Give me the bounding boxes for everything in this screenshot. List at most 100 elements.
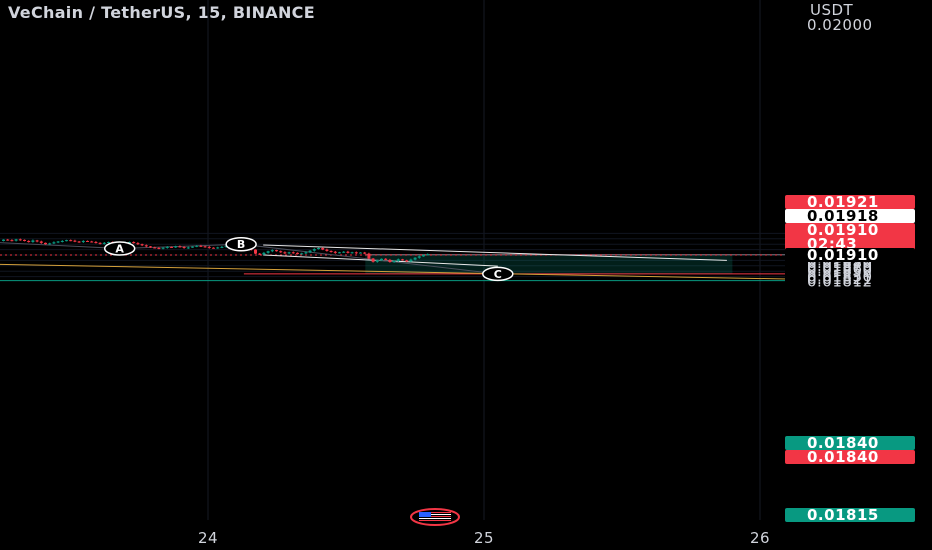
candle-body	[186, 247, 190, 249]
candle-body	[329, 250, 333, 252]
candle-body	[60, 240, 64, 242]
candle-body	[350, 252, 354, 254]
wave-labels[interactable]: A B C	[103, 236, 514, 282]
candle-body	[333, 251, 337, 253]
candle-body	[178, 246, 182, 248]
candle-body	[308, 250, 312, 253]
candle-body	[153, 247, 157, 249]
candle-body	[44, 242, 47, 245]
candle-body	[317, 247, 320, 250]
candle-body	[380, 258, 383, 261]
candle-body	[107, 242, 110, 244]
price-tag	[785, 450, 915, 464]
candles	[2, 238, 430, 263]
candle-body	[6, 239, 10, 241]
short-position-tool[interactable]	[365, 254, 785, 274]
candle-body	[384, 258, 388, 260]
candle-body	[149, 246, 152, 248]
price-tag-text: 0.01815	[807, 506, 879, 524]
candle-body	[300, 253, 304, 255]
price-tags: 0.019210.019180.0191002:430.019100.01840…	[785, 193, 915, 524]
candle-body	[77, 241, 81, 243]
wave-label-b	[225, 236, 257, 252]
candle-body	[401, 259, 404, 261]
candle-body	[86, 240, 89, 242]
candle-body	[426, 254, 430, 256]
candle-body	[262, 252, 266, 255]
time-tick: 24	[198, 529, 218, 547]
candle-body	[52, 242, 56, 244]
candle-body	[39, 241, 43, 243]
candle-body	[2, 239, 5, 241]
price-axis[interactable]: USDT0.020000.019900.019800.019700.019600…	[785, 0, 932, 550]
price-tag	[785, 223, 915, 251]
candle-body	[216, 247, 220, 249]
wave-label-a	[103, 241, 136, 256]
candle-body	[69, 240, 73, 242]
candle-body	[31, 240, 35, 243]
candle-body	[258, 253, 262, 255]
price-tag-text: 0.01921	[807, 193, 879, 211]
us-flag-icon[interactable]	[410, 508, 460, 526]
candle-body	[371, 258, 375, 262]
wave-label-text: A	[115, 243, 124, 256]
candle-body	[354, 252, 358, 254]
flag-canton	[419, 512, 431, 517]
candle-body	[270, 250, 274, 252]
price-tag	[785, 508, 915, 522]
candle-body	[359, 252, 362, 254]
candle-body	[195, 245, 199, 247]
wave-label-text: C	[494, 268, 502, 281]
candle-body	[207, 246, 211, 248]
candle-body	[417, 256, 421, 258]
candle-body	[170, 246, 173, 248]
candle-body	[283, 252, 287, 254]
candle-body	[48, 243, 52, 245]
candle-body	[140, 244, 144, 246]
candle-body	[56, 241, 60, 243]
time-axis[interactable]: 24 25 26	[0, 522, 932, 550]
axis-tick: 0.01812	[807, 272, 873, 290]
flag-stripe	[419, 518, 451, 519]
candle-body	[312, 249, 316, 251]
chart-title: VeChain / TetherUS, 15, BINANCE	[8, 3, 315, 22]
candle-body	[182, 246, 186, 248]
candle-body	[161, 247, 165, 249]
candle-body	[287, 252, 291, 254]
candle-body	[375, 260, 379, 262]
candle-body	[98, 242, 102, 244]
trendline	[0, 263, 788, 280]
candle-body	[325, 249, 329, 251]
time-tick: 25	[474, 529, 494, 547]
candle-body	[346, 251, 350, 253]
candle-body	[413, 257, 417, 260]
trendlines[interactable]	[0, 242, 788, 280]
candle-body	[254, 249, 257, 254]
candle-body	[136, 243, 140, 245]
price-tag	[785, 436, 915, 450]
candle-body	[363, 252, 367, 254]
candle-body	[14, 239, 18, 241]
candle-body	[18, 239, 22, 241]
candle-body	[27, 240, 31, 243]
candle-body	[220, 246, 224, 248]
candle-body	[191, 246, 194, 248]
price-tag	[785, 248, 915, 262]
candle-body	[35, 240, 39, 242]
candle-body	[405, 260, 409, 262]
candle-body	[199, 245, 203, 247]
price-tag	[785, 209, 915, 223]
axis-tick-top: 0.02000	[807, 16, 873, 34]
axis-bg	[0, 522, 932, 550]
candle-body	[409, 259, 413, 262]
price-tag-text: 0.01910	[807, 221, 879, 239]
candle-body	[342, 251, 346, 253]
price-tag-text: 0.01918	[807, 207, 879, 225]
flag-stripe	[419, 514, 451, 515]
candle-body	[174, 246, 178, 248]
wave-label-c	[482, 266, 514, 282]
candle-body	[275, 250, 278, 252]
candle-body	[23, 239, 26, 241]
candle-body	[367, 253, 371, 259]
